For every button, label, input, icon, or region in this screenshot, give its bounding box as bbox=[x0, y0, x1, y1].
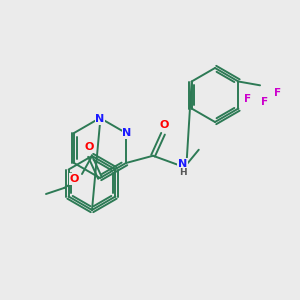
Text: F: F bbox=[244, 94, 252, 104]
Text: O: O bbox=[159, 120, 169, 130]
Text: N: N bbox=[122, 128, 132, 138]
Text: O: O bbox=[69, 174, 79, 184]
Text: O: O bbox=[84, 142, 94, 152]
Text: N: N bbox=[178, 159, 187, 169]
Text: F: F bbox=[262, 97, 268, 107]
Text: F: F bbox=[274, 88, 282, 98]
Text: N: N bbox=[95, 114, 105, 124]
Text: H: H bbox=[178, 168, 186, 177]
